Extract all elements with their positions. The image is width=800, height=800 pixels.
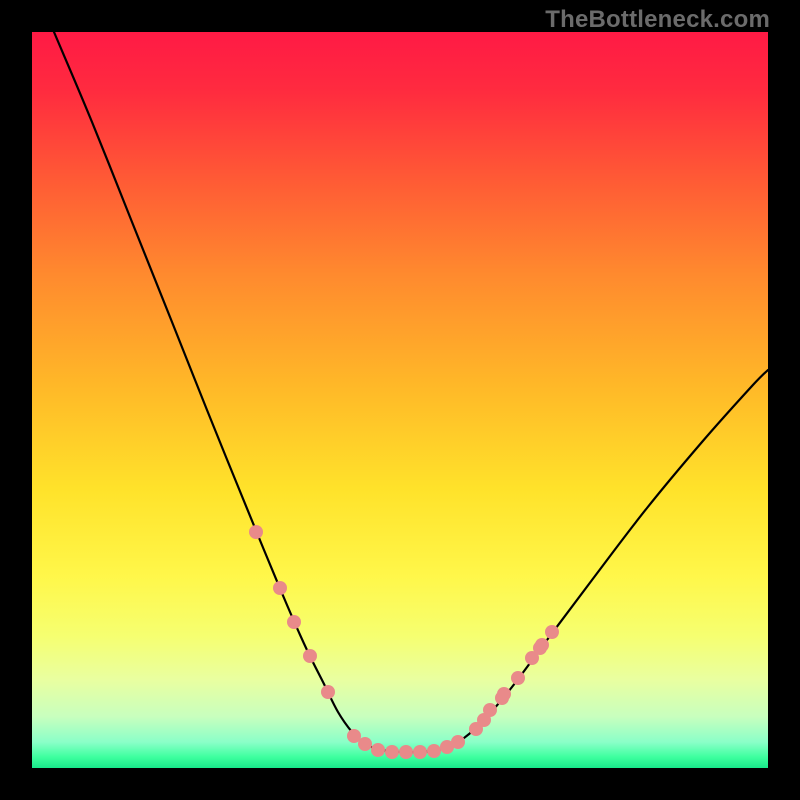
curve-marker xyxy=(545,625,559,639)
bottleneck-curve-chart xyxy=(32,32,768,768)
curve-markers xyxy=(249,525,559,759)
watermark-text: TheBottleneck.com xyxy=(545,6,770,34)
curve-marker xyxy=(511,671,525,685)
plot-area xyxy=(32,32,768,768)
curve-marker xyxy=(533,641,547,655)
curve-marker xyxy=(451,735,465,749)
curve-marker xyxy=(497,687,511,701)
curve-marker xyxy=(427,744,441,758)
curve-marker xyxy=(321,685,335,699)
curve-marker xyxy=(358,737,372,751)
curve-marker xyxy=(385,745,399,759)
curve-marker xyxy=(413,745,427,759)
curve-marker xyxy=(399,745,413,759)
curve-line xyxy=(54,32,768,752)
curve-marker xyxy=(287,615,301,629)
curve-marker xyxy=(273,581,287,595)
curve-marker xyxy=(477,713,491,727)
curve-marker xyxy=(249,525,263,539)
curve-marker xyxy=(303,649,317,663)
curve-marker xyxy=(371,743,385,757)
